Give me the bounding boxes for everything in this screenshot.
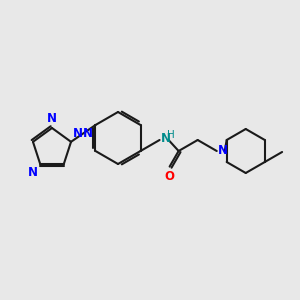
Text: H: H xyxy=(167,130,174,140)
Text: N: N xyxy=(47,112,57,125)
Text: O: O xyxy=(165,169,175,183)
Text: N: N xyxy=(160,133,171,146)
Text: N: N xyxy=(218,143,228,157)
Text: N: N xyxy=(28,166,38,179)
Text: N: N xyxy=(82,127,92,140)
Text: N: N xyxy=(73,127,83,140)
